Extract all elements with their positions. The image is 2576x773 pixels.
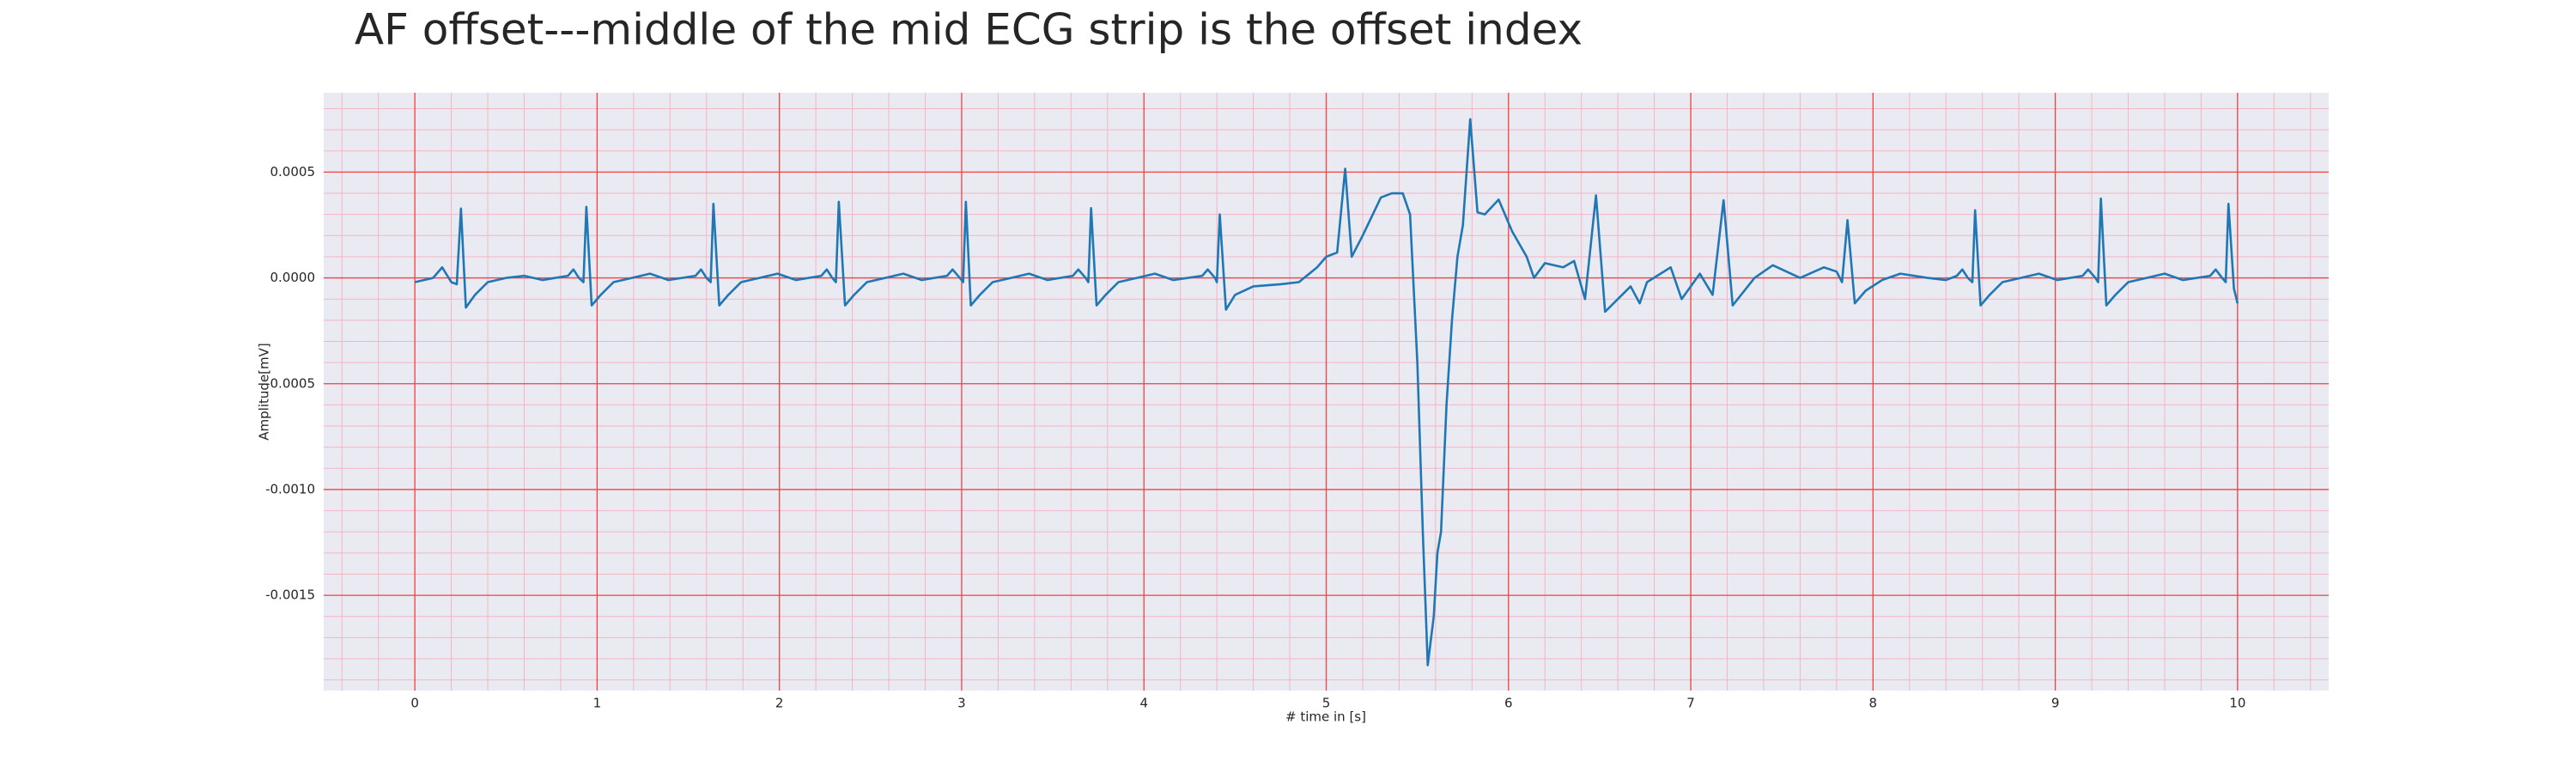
ticks: 0 1 2 3 4 5 6 7 8 9 10 -0.0015 -0.0010 -0.0005 0.0000 0…: [265, 164, 2245, 711]
x-tick-label: 7: [1686, 696, 1695, 711]
y-tick-label: 0.0005: [270, 164, 316, 180]
ecg-line: [414, 118, 2239, 666]
x-axis-label: # time in [s]: [1285, 709, 1366, 725]
x-tick-label: 3: [957, 696, 966, 711]
x-tick-label: 1: [593, 696, 602, 711]
y-tick-label: -0.0010: [265, 481, 315, 496]
x-tick-label: 9: [2051, 696, 2060, 711]
chart-title: AF offset---middle of the mid ECG strip …: [355, 5, 1583, 55]
y-tick-label: 0.0000: [270, 270, 316, 285]
lines: [414, 118, 2239, 666]
major-grid: [324, 93, 2329, 691]
x-tick-label: 10: [2229, 696, 2245, 711]
x-tick-label: 0: [410, 696, 419, 711]
y-tick-label: -0.0005: [265, 375, 315, 391]
x-tick-label: 8: [1869, 696, 1878, 711]
x-tick-label: 2: [775, 696, 784, 711]
y-tick-label: -0.0015: [265, 587, 315, 603]
x-tick-label: 4: [1139, 696, 1148, 711]
y-axis-label: Amplitude[mV]: [257, 343, 272, 440]
x-tick-label: 6: [1504, 696, 1513, 711]
x-tick-label: 5: [1322, 696, 1331, 711]
